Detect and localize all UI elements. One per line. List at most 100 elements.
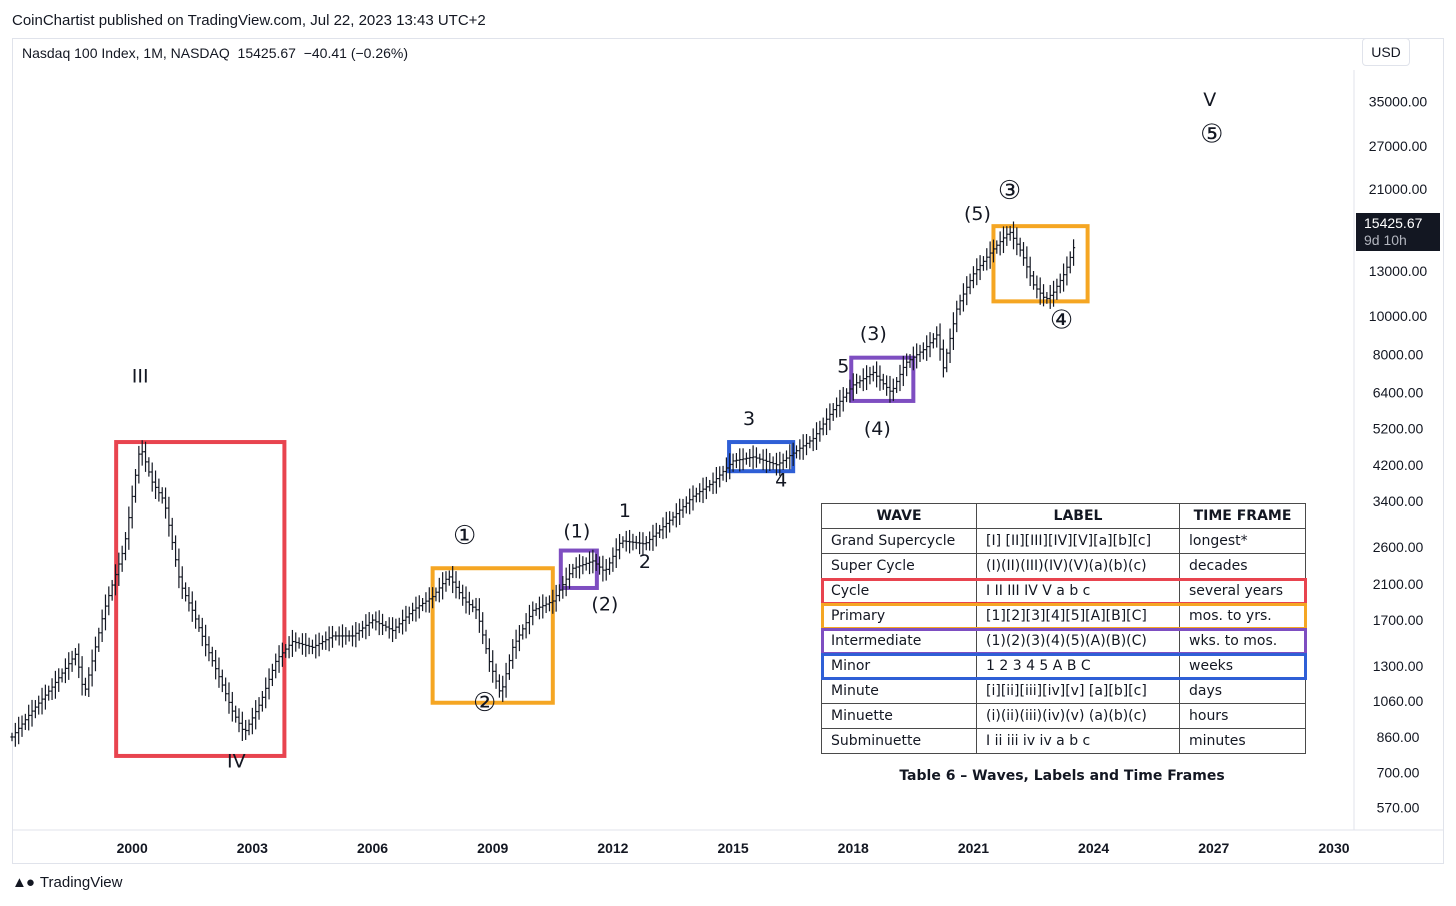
price-bar [834, 397, 839, 418]
label-cell: I ii iii iv iv a b c [976, 728, 1180, 754]
header-time-frame: TIME FRAME [1179, 503, 1306, 529]
price-tick-label: 10000.00 [1369, 308, 1428, 324]
wave-cell: Minute [821, 678, 977, 704]
price-axis: 35000.0027000.0021000.0017000.0013000.00… [1369, 93, 1428, 815]
time-cell: weeks [1179, 653, 1306, 679]
price-bar [364, 614, 368, 640]
price-bar [157, 478, 161, 502]
price-tick-label: 1300.00 [1373, 658, 1424, 674]
price-bar [501, 675, 505, 702]
price-bar [868, 366, 872, 385]
price-bar [374, 611, 378, 631]
price-bar [247, 719, 251, 736]
last-price-tag: 15425.67 9d 10h [1356, 213, 1440, 251]
time-tick-label: 2015 [717, 840, 748, 856]
currency-button[interactable]: USD [1362, 38, 1410, 66]
price-bar [244, 719, 248, 740]
price-bar [534, 603, 538, 616]
price-bar [975, 258, 979, 286]
time-tick-label: 2012 [597, 840, 628, 856]
tradingview-logo[interactable]: ▲● TradingView [12, 874, 122, 891]
price-bar [280, 642, 285, 667]
price-bar [638, 531, 642, 555]
price-tick-label: 4200.00 [1373, 457, 1424, 473]
time-tick-label: 2027 [1198, 840, 1229, 856]
price-bar [377, 610, 381, 636]
price-bar [988, 241, 992, 269]
wave-label: 1 [619, 500, 631, 522]
price-bar [648, 531, 652, 551]
price-bar [507, 654, 512, 680]
price-bar [37, 695, 41, 715]
wave-cell: Subminuette [821, 728, 977, 754]
price-bar [651, 524, 655, 551]
wave-label: V [1203, 89, 1216, 111]
price-bar [938, 323, 942, 361]
wave-cell: Intermediate [821, 628, 977, 654]
time-tick-label: 2003 [237, 840, 268, 856]
price-bar [57, 668, 61, 692]
tradingview-logo-icon: ▲● [12, 874, 35, 891]
price-bar [307, 637, 311, 655]
price-bar [350, 625, 355, 647]
price-bar [481, 612, 485, 645]
price-bar [20, 715, 24, 737]
wave-label: III [132, 365, 149, 387]
price-bar [601, 555, 605, 582]
price-bar [644, 536, 648, 551]
price-bar [441, 572, 445, 600]
price-bar [1028, 256, 1032, 287]
price-bar [330, 625, 335, 648]
price-bar [163, 487, 168, 519]
price-bar [17, 716, 21, 745]
price-bar [784, 450, 789, 469]
price-bar [738, 448, 742, 472]
price-bar [918, 344, 922, 362]
label-cell: 1 2 3 4 5 A B C [976, 653, 1180, 679]
table-row: Intermediate (1)(2)(3)(4)(5)(A)(B)(C) wks.… [820, 627, 1307, 655]
price-bar [801, 434, 805, 460]
price-bar [754, 447, 759, 468]
chart-frame[interactable] [12, 38, 1444, 864]
price-bar [297, 637, 301, 649]
table-caption: Table 6 – Waves, Labels and Time Frames [899, 768, 1225, 784]
price-bar [270, 663, 274, 687]
time-cell: mos. to yrs. [1179, 603, 1306, 629]
price-bar [107, 586, 111, 616]
price-bar [978, 255, 982, 281]
price-bar [284, 644, 288, 658]
price-tick-label: 35000.00 [1369, 93, 1428, 109]
price-bar [90, 649, 94, 687]
price-bar [367, 612, 371, 637]
price-bar [324, 631, 328, 650]
price-bar [250, 707, 254, 735]
wave-labels: III IV V ① ② ③ ④ ⑤ (1) (2) (3) (4) (5) 1 2 3 4 5 [132, 89, 1224, 772]
price-bar [678, 498, 682, 525]
price-bar [63, 658, 68, 684]
wave-label: (4) [864, 418, 891, 440]
price-bar [844, 388, 849, 403]
price-bar [828, 403, 832, 431]
price-bar [300, 633, 305, 655]
price-bar [130, 485, 134, 529]
price-bar [865, 365, 869, 391]
price-bar [838, 389, 842, 417]
price-bar [347, 630, 351, 642]
price-bar [287, 636, 291, 659]
price-bar [484, 629, 488, 654]
price-bar [604, 558, 608, 581]
price-bar [13, 722, 17, 747]
time-cell: several years [1179, 578, 1306, 604]
price-bar [788, 444, 792, 470]
price-bar [167, 496, 171, 537]
price-bar [494, 663, 498, 689]
price-bar [434, 587, 438, 602]
price-bar [160, 487, 164, 504]
price-bar [133, 468, 138, 503]
label-cell: [1][2][3][4][5][A][B][C] [976, 603, 1180, 629]
price-tick-label: 2600.00 [1373, 539, 1424, 555]
price-bar [658, 524, 662, 538]
price-bar [454, 571, 458, 599]
price-bar [674, 503, 678, 528]
